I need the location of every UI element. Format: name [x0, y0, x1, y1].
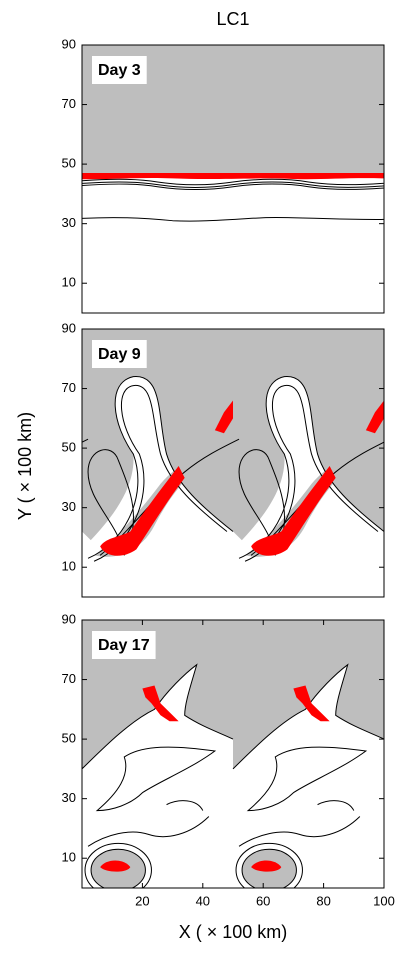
shaded-region	[67, 30, 399, 176]
contour-line	[390, 450, 403, 556]
contour-line	[0, 439, 88, 555]
contour-line	[16, 801, 52, 811]
y-tick-label: 50	[62, 156, 76, 171]
y-tick-label: 70	[62, 671, 76, 686]
y-tick-label: 50	[62, 440, 76, 455]
y-tick-label: 90	[62, 36, 76, 51]
shaded-region	[393, 849, 403, 891]
contour-line	[387, 843, 403, 897]
contour-line	[390, 817, 403, 847]
y-tick-label: 10	[62, 275, 76, 290]
y-tick-label: 90	[62, 320, 76, 335]
plot-area	[0, 314, 403, 612]
panel-label: Day 9	[98, 346, 141, 363]
y-tick-label: 10	[62, 559, 76, 574]
contour-line	[0, 377, 82, 559]
y-tick-label: 10	[62, 850, 76, 865]
figure-title: LC1	[216, 9, 249, 29]
x-axis-label: X ( × 100 km)	[179, 922, 288, 942]
x-tick-label: 100	[373, 893, 395, 908]
contour-line	[0, 385, 76, 561]
unshaded-region	[0, 665, 82, 903]
unshaded-region	[384, 665, 403, 903]
panel-label: Day 17	[98, 637, 150, 654]
y-tick-label: 30	[62, 790, 76, 805]
contour-line	[0, 817, 58, 847]
y-axis-label: Y ( × 100 km)	[15, 412, 35, 520]
x-tick-label: 60	[256, 893, 270, 908]
contour-line	[396, 385, 403, 561]
red-region	[67, 173, 399, 179]
y-tick-label: 90	[62, 611, 76, 626]
contour-line	[0, 747, 64, 810]
contour-line	[390, 377, 403, 559]
shaded-region	[396, 442, 403, 557]
y-tick-label: 30	[62, 499, 76, 514]
y-tick-label: 70	[62, 96, 76, 111]
x-tick-label: 20	[135, 893, 149, 908]
y-tick-label: 50	[62, 731, 76, 746]
y-tick-label: 30	[62, 215, 76, 230]
red-region	[0, 686, 28, 722]
plot-area	[0, 605, 403, 903]
y-tick-label: 70	[62, 380, 76, 395]
x-tick-label: 80	[316, 893, 330, 908]
x-tick-label: 40	[196, 893, 210, 908]
contour-line	[399, 747, 403, 810]
red-region	[64, 400, 82, 433]
contour-line	[384, 665, 403, 769]
panel-label: Day 3	[98, 62, 141, 79]
